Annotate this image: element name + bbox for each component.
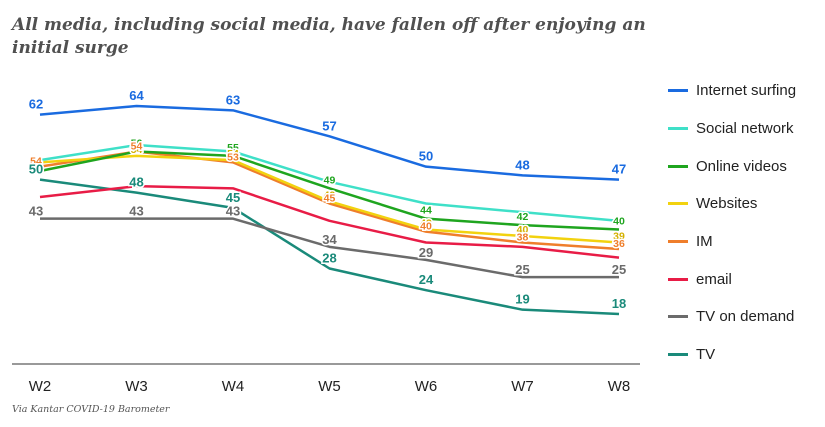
legend-swatch	[668, 353, 688, 357]
data-label: 48	[515, 157, 529, 172]
data-label: 63	[226, 92, 240, 107]
data-label: 56	[131, 138, 143, 150]
data-label: 49	[324, 189, 336, 201]
legend-item: Websites	[668, 185, 796, 223]
data-label: 43	[226, 204, 240, 219]
x-tick-label: W8	[608, 378, 631, 395]
data-label: 36	[613, 238, 625, 250]
legend-swatch	[668, 240, 688, 244]
data-label: 53	[227, 151, 239, 163]
data-label: 42	[517, 211, 529, 223]
data-label: 43	[29, 204, 43, 219]
data-label: 38	[517, 232, 529, 244]
legend-label: IM	[696, 233, 713, 251]
legend-swatch	[668, 277, 688, 281]
legend-item: Internet surfing	[668, 72, 796, 110]
series-line-internet-surfing	[39, 104, 620, 181]
data-label: 42	[420, 218, 432, 230]
legend-label: TV on demand	[696, 308, 795, 326]
data-label: 50	[29, 162, 43, 177]
series-line-social-network	[39, 143, 620, 223]
data-label: 43	[129, 204, 143, 219]
data-label: 48	[129, 175, 143, 190]
data-label: 40	[420, 221, 432, 233]
data-label: 28	[322, 251, 336, 266]
data-label: 25	[515, 262, 529, 277]
data-label: 62	[29, 97, 43, 112]
x-tick-label: W5	[318, 378, 341, 395]
data-label: 18	[612, 296, 626, 311]
data-label: 49	[324, 174, 336, 186]
legend-label: Websites	[696, 195, 758, 213]
legend-item: Online videos	[668, 147, 796, 185]
data-label: 34	[322, 232, 337, 247]
data-label: 64	[129, 88, 144, 103]
legend-item: IM	[668, 223, 796, 261]
legend-label: Internet surfing	[696, 82, 797, 100]
data-label: 40	[517, 224, 529, 236]
series-line-online-videos	[39, 150, 620, 231]
data-label: 39	[613, 231, 625, 243]
x-tick-label: W2	[29, 378, 52, 395]
legend-label: Social network	[696, 120, 794, 138]
source-note: Via Kantar COVID-19 Barometer	[12, 404, 170, 415]
series-line-tv	[39, 178, 620, 316]
data-label: 29	[419, 245, 433, 260]
data-label: 19	[515, 292, 529, 307]
chart-title: All media, including social media, have …	[12, 15, 646, 58]
data-label: 54	[30, 156, 42, 168]
legend-swatch	[668, 89, 688, 93]
legend-item: Social network	[668, 110, 796, 148]
series-line-websites	[39, 154, 620, 244]
data-label: 50	[419, 149, 433, 164]
legend-item: TV	[668, 336, 796, 374]
data-label: 45	[226, 190, 240, 205]
x-tick-label: W3	[125, 378, 148, 395]
data-label: 54	[227, 148, 239, 160]
series-line-email	[39, 184, 620, 259]
x-tick-label: W7	[511, 378, 534, 395]
data-label: 55	[227, 142, 239, 154]
legend-swatch	[668, 202, 688, 206]
series-line-tv-on-demand	[40, 217, 619, 279]
legend-swatch	[668, 315, 688, 319]
legend-label: Online videos	[696, 157, 787, 175]
data-label: 24	[419, 272, 434, 287]
data-label: 44	[420, 205, 432, 217]
chart-legend: Internet surfing Social network Online vid…	[668, 72, 796, 374]
legend-swatch	[668, 127, 688, 131]
data-label: 40	[613, 216, 625, 228]
data-label: 57	[322, 118, 336, 133]
x-tick-label: W4	[222, 378, 245, 395]
legend-swatch	[668, 164, 688, 168]
data-label: 47	[612, 162, 626, 177]
x-tick-label: W6	[415, 378, 438, 395]
legend-item: TV on demand	[668, 298, 796, 336]
data-label: 25	[612, 262, 626, 277]
legend-label: email	[696, 270, 732, 288]
legend-item: email	[668, 260, 796, 298]
legend-label: TV	[696, 346, 716, 364]
data-label: 54	[131, 141, 143, 153]
data-label: 45	[324, 193, 336, 205]
data-label: 54	[131, 144, 143, 156]
